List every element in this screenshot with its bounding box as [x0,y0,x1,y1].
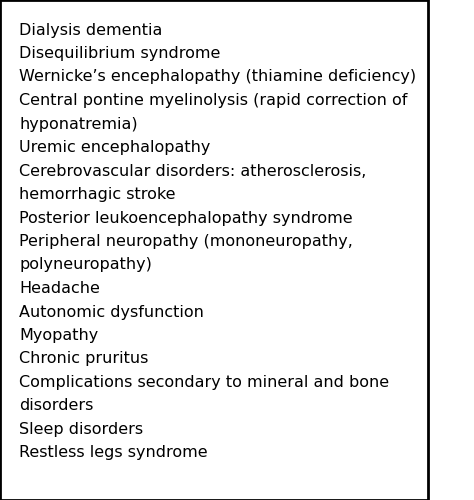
Text: Complications secondary to mineral and bone: Complications secondary to mineral and b… [19,375,389,390]
Text: Autonomic dysfunction: Autonomic dysfunction [19,304,204,320]
Text: Restless legs syndrome: Restless legs syndrome [19,446,208,460]
Text: hyponatremia): hyponatremia) [19,116,138,132]
Text: Myopathy: Myopathy [19,328,99,343]
Text: Chronic pruritus: Chronic pruritus [19,352,149,366]
Text: Headache: Headache [19,281,100,296]
Text: Sleep disorders: Sleep disorders [19,422,143,437]
Text: disorders: disorders [19,398,94,413]
Text: Dialysis dementia: Dialysis dementia [19,22,163,38]
Text: Cerebrovascular disorders: atherosclerosis,: Cerebrovascular disorders: atheroscleros… [19,164,366,178]
Text: Uremic encephalopathy: Uremic encephalopathy [19,140,210,155]
Text: Peripheral neuropathy (mononeuropathy,: Peripheral neuropathy (mononeuropathy, [19,234,353,249]
Text: Disequilibrium syndrome: Disequilibrium syndrome [19,46,220,61]
Text: hemorrhagic stroke: hemorrhagic stroke [19,187,176,202]
Text: Wernicke’s encephalopathy (thiamine deficiency): Wernicke’s encephalopathy (thiamine defi… [19,70,416,84]
Text: Posterior leukoencephalopathy syndrome: Posterior leukoencephalopathy syndrome [19,210,353,226]
Text: Central pontine myelinolysis (rapid correction of: Central pontine myelinolysis (rapid corr… [19,93,408,108]
Text: polyneuropathy): polyneuropathy) [19,258,152,272]
